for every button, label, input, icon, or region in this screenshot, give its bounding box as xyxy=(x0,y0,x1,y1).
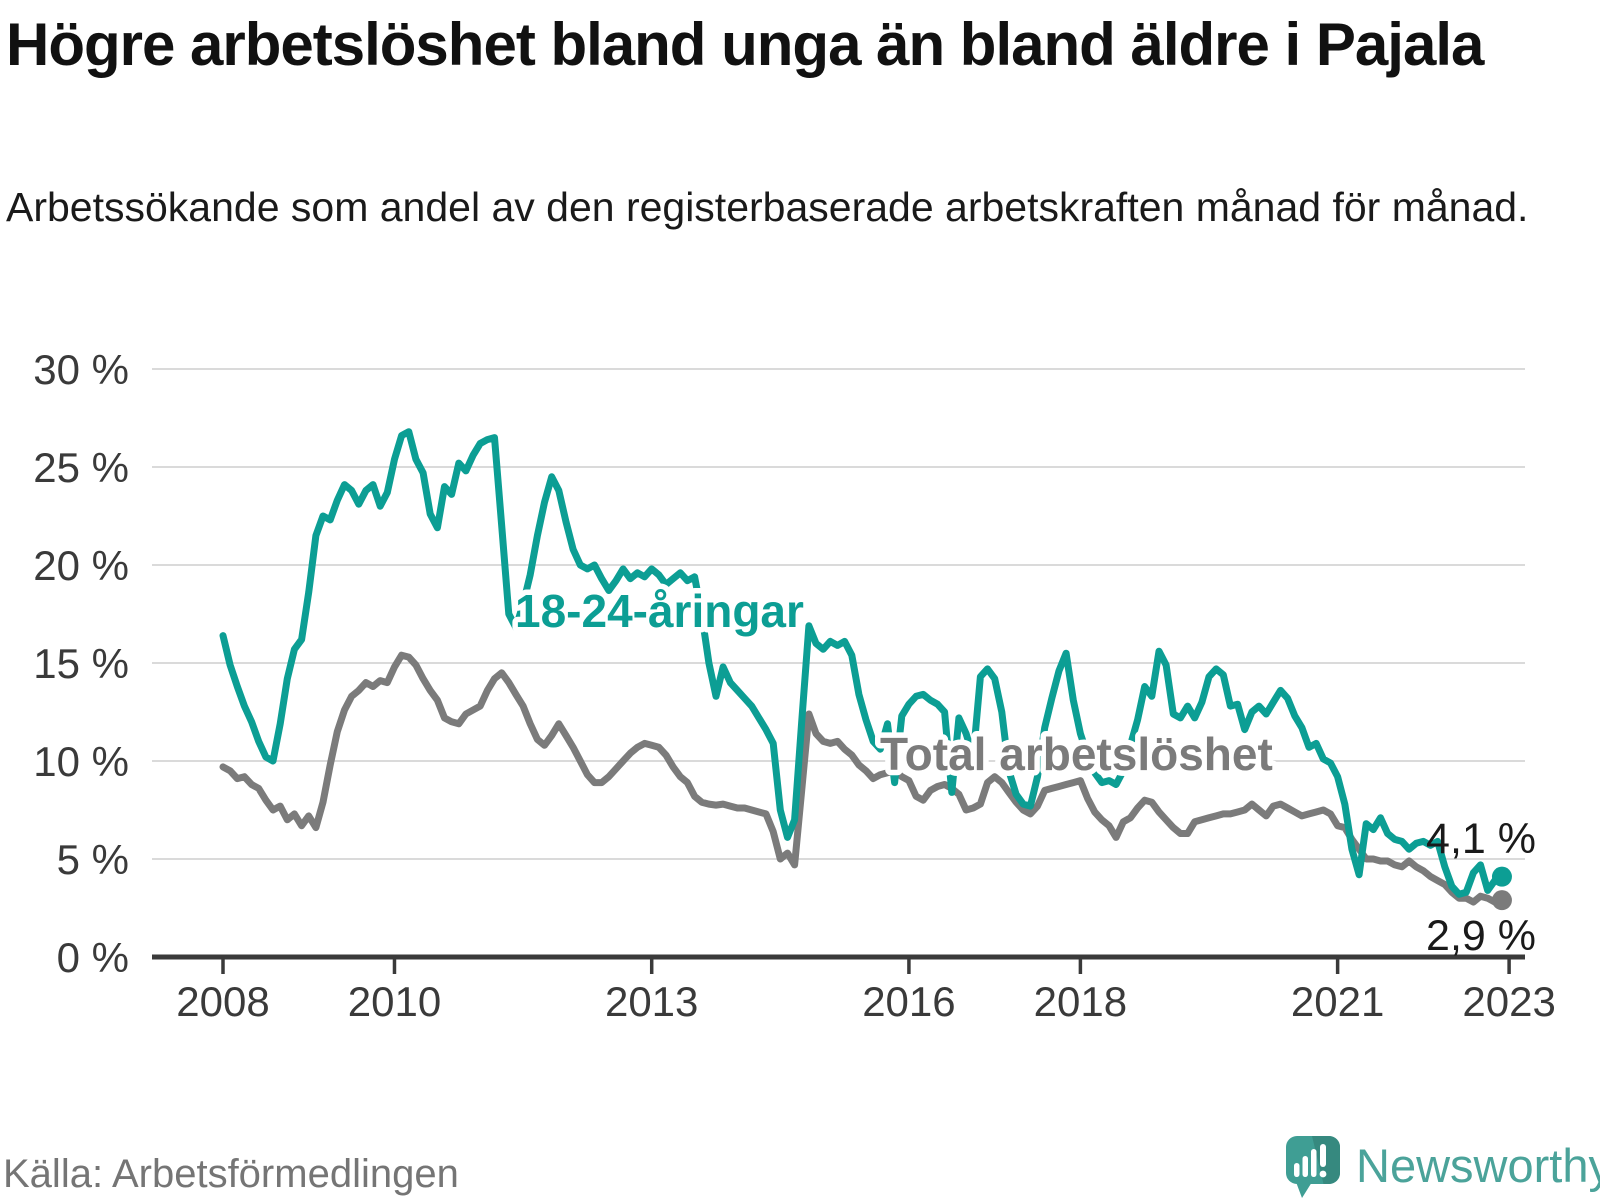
svg-text:2008: 2008 xyxy=(176,978,269,1025)
svg-text:18-24-åringar: 18-24-åringar xyxy=(515,585,804,637)
newsworthy-logo: Newsworthy xyxy=(1282,1130,1600,1200)
svg-text:15 %: 15 % xyxy=(33,640,129,687)
svg-text:2018: 2018 xyxy=(1034,978,1127,1025)
end-value-labels: 2,9 % 4,1 % xyxy=(1426,815,1536,960)
page-title: Högre arbetslöshet bland unga än bland ä… xyxy=(6,11,1484,78)
newsworthy-bubble-icon xyxy=(1286,1136,1340,1198)
svg-text:2010: 2010 xyxy=(348,978,441,1025)
x-axis-labels: 2008 2010 2013 2016 2018 2021 2023 xyxy=(176,978,1556,1025)
svg-text:2013: 2013 xyxy=(605,978,698,1025)
svg-text:0 %: 0 % xyxy=(57,934,129,981)
gridlines xyxy=(152,368,1525,860)
newsworthy-wordmark: Newsworthy xyxy=(1356,1139,1600,1192)
series-labels: Total arbetslöshet 18-24-åringar xyxy=(510,580,1279,786)
series-end-dots xyxy=(1491,866,1512,911)
svg-text:4,1 %: 4,1 % xyxy=(1426,815,1536,863)
svg-text:5 %: 5 % xyxy=(57,836,129,883)
y-axis-labels: 0 % 5 % 10 % 15 % 20 % 25 % 30 % xyxy=(33,346,129,981)
series-lines xyxy=(219,428,1506,906)
svg-text:2016: 2016 xyxy=(862,978,955,1025)
svg-text:20 %: 20 % xyxy=(33,542,129,589)
svg-text:Total arbetslöshet: Total arbetslöshet xyxy=(880,728,1273,780)
source-caption: Källa: Arbetsförmedlingen xyxy=(3,1152,459,1196)
svg-text:2,9 %: 2,9 % xyxy=(1426,912,1536,960)
x-axis xyxy=(152,954,1525,974)
svg-text:2023: 2023 xyxy=(1462,978,1555,1025)
svg-text:10 %: 10 % xyxy=(33,738,129,785)
svg-text:2021: 2021 xyxy=(1291,978,1384,1025)
chart-subtitle: Arbetssökande som andel av den registerb… xyxy=(6,184,1529,230)
svg-text:30 %: 30 % xyxy=(33,346,129,393)
svg-text:25 %: 25 % xyxy=(33,444,129,491)
